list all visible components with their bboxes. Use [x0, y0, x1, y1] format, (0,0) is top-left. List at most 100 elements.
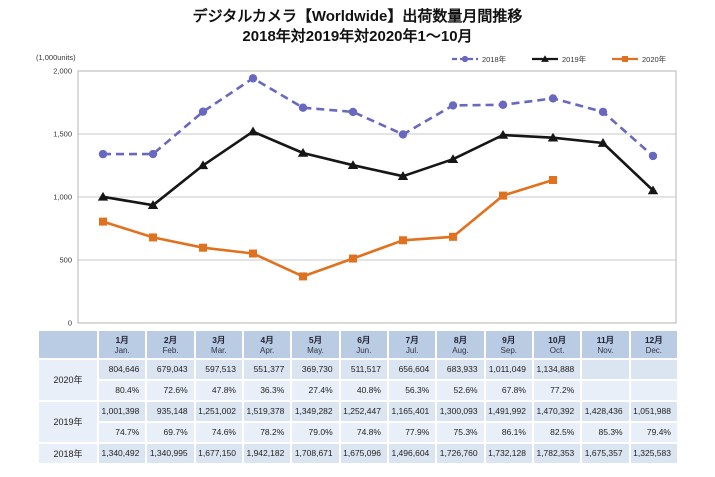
- triangle-marker-icon: [647, 184, 659, 194]
- shipment-value-cell: 1,782,353: [533, 443, 581, 463]
- shipment-value-cell: 1,496,604: [388, 443, 436, 463]
- shipment-value-cell: 1,726,760: [437, 443, 484, 463]
- square-marker-icon: [622, 55, 628, 62]
- shipment-value-cell: 1,340,492: [99, 443, 146, 463]
- shipment-value-cell: [582, 359, 629, 379]
- month-header-cell: 11月 Nov.: [582, 330, 629, 358]
- shipment-value-cell: 1,942,182: [243, 443, 291, 463]
- percent-cell: 56.3%: [388, 380, 436, 400]
- month-header-cell: 5月 May.: [292, 330, 339, 358]
- month-en: Aug.: [452, 345, 469, 355]
- percent-cell: 82.5%: [533, 422, 581, 442]
- month-header-cell: 6月 Jun.: [340, 330, 387, 358]
- month-en: Apr.: [260, 345, 275, 355]
- percent-cell: 72.6%: [147, 380, 194, 400]
- legend-label-2019: 2019年: [562, 54, 587, 64]
- shipment-value-cell: 511,517: [340, 359, 387, 379]
- square-marker-icon: [99, 217, 107, 226]
- plot-frame: [77, 70, 677, 323]
- month-jp: 10月: [548, 334, 567, 345]
- circle-marker-icon: [398, 129, 408, 139]
- square-marker-icon: [149, 232, 157, 241]
- percent-cell: 67.8%: [485, 380, 532, 400]
- month-header-cell: 7月 Jul.: [388, 330, 436, 358]
- month-header-cell: 3月 Mar.: [195, 330, 242, 358]
- chart-title-line1: デジタルカメラ【Worldwide】出荷数量月間推移: [192, 8, 523, 25]
- month-header-cell: 10月 Oct.: [533, 330, 581, 358]
- chart-title-line2: 2018年対2019年対2020年1～10月: [242, 28, 473, 46]
- shipment-value-cell: 1,325,583: [630, 443, 677, 463]
- circle-marker-icon: [298, 103, 308, 112]
- table-row: 80.4% 72.6% 47.8% 36.3% 27.4% 40.8% 56.3% 52.6%…: [39, 380, 677, 400]
- percent-cell: 79.4%: [630, 422, 677, 442]
- shipment-value-cell: 1,428,436: [582, 401, 629, 421]
- circle-marker-icon: [98, 149, 108, 158]
- shipment-value-cell: 1,051,988: [630, 401, 677, 421]
- month-en: Jan.: [114, 345, 130, 355]
- table-body: 2020年 804,646 679,043 597,513 551,377 369,730…: [39, 359, 677, 463]
- shipment-value-cell: 935,148: [147, 401, 194, 421]
- circle-marker-icon: [448, 100, 458, 110]
- percent-cell: 79.0%: [292, 422, 339, 442]
- shipment-value-cell: 804,646: [99, 359, 146, 379]
- percent-cell: 36.3%: [243, 380, 291, 400]
- y-tick-label: 1,000: [53, 192, 72, 201]
- series-2018-line: [102, 76, 654, 157]
- shipment-value-cell: 1,340,995: [147, 443, 194, 463]
- triangle-marker-icon: [541, 54, 549, 62]
- month-jp: 12月: [644, 334, 663, 345]
- circle-marker-icon: [648, 151, 658, 160]
- circle-marker-icon: [498, 100, 508, 109]
- table-header-row: 1月 Jan. 2月 Feb. 3月 Mar. 4月 Apr. 5月 May. 6月 Jun. 7月 Ju…: [39, 330, 677, 358]
- month-en: Feb.: [162, 345, 179, 355]
- year-label-cell: 2019年: [39, 401, 97, 442]
- triangle-marker-icon: [547, 132, 559, 142]
- percent-cell: 69.7%: [147, 422, 194, 442]
- year-label-cell: 2018年: [39, 443, 97, 463]
- table-corner-cell: [39, 330, 97, 358]
- percent-cell: 77.2%: [533, 380, 581, 400]
- percent-cell: 74.8%: [340, 422, 387, 442]
- triangle-marker-icon: [297, 147, 309, 157]
- table-row: 2019年 1,001,398 935,148 1,251,002 1,519,378 1…: [39, 401, 677, 442]
- shipment-value-cell: 1,349,282: [292, 401, 339, 421]
- square-marker-icon: [199, 243, 207, 252]
- shipments-table: 1月 Jan. 2月 Feb. 3月 Mar. 4月 Apr. 5月 May. 6月 Jun. 7月 Ju…: [37, 329, 679, 465]
- month-header-cell: 2月 Feb.: [147, 330, 194, 358]
- month-jp: 8月: [453, 334, 468, 345]
- percent-cell: 85.3%: [582, 422, 629, 442]
- triangle-marker-icon: [97, 191, 109, 201]
- circle-marker-icon: [548, 93, 558, 103]
- month-jp: 5月: [308, 334, 323, 345]
- y-axis-unit-label: (1,000units): [36, 52, 76, 62]
- legend-label-2018: 2018年: [482, 54, 507, 64]
- month-jp: 4月: [260, 334, 274, 345]
- table-row: 2020年 804,646 679,043 597,513 551,377 369,730…: [39, 359, 677, 400]
- square-marker-icon: [449, 232, 457, 241]
- month-jp: 2月: [163, 334, 178, 345]
- year-label-cell: 2020年: [39, 359, 97, 400]
- shipment-value-cell: 1,001,398: [99, 401, 146, 421]
- month-en: Dec.: [645, 345, 663, 355]
- percent-cell: [630, 380, 677, 400]
- percent-cell: 80.4%: [99, 380, 146, 400]
- triangle-marker-icon: [597, 137, 609, 147]
- month-en: Jul.: [405, 345, 419, 355]
- month-jp: 7月: [405, 334, 419, 345]
- month-en: Oct.: [549, 345, 565, 355]
- percent-cell: [582, 380, 629, 400]
- triangle-marker-icon: [397, 170, 409, 180]
- percent-cell: 74.7%: [99, 422, 146, 442]
- square-marker-icon: [299, 271, 307, 280]
- shipment-value-cell: 1,675,096: [340, 443, 387, 463]
- percent-cell: 78.2%: [243, 422, 291, 442]
- triangle-marker-icon: [247, 126, 259, 135]
- y-tick-label: 500: [59, 255, 72, 264]
- percent-cell: 47.8%: [195, 380, 242, 400]
- month-header-cell: 1月 Jan.: [99, 330, 146, 358]
- month-jp: 11月: [596, 334, 615, 345]
- shipment-value-cell: 1,677,150: [195, 443, 242, 463]
- month-header-cell: 8月 Aug.: [437, 330, 484, 358]
- month-en: Jun.: [356, 345, 372, 355]
